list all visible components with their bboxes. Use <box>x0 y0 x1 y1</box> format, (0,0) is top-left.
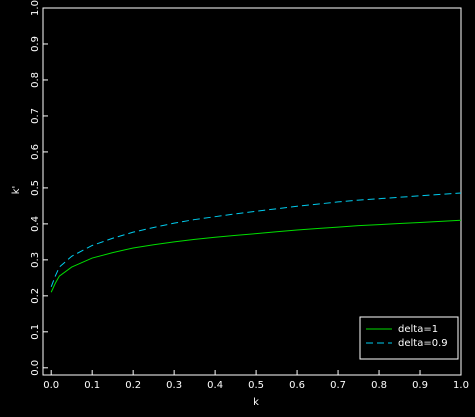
y-tick-label: 0.1 <box>30 324 41 340</box>
y-tick-label: 0.7 <box>30 108 41 124</box>
x-tick-label: 0.4 <box>207 380 223 391</box>
series-line <box>50 192 462 288</box>
x-tick-label: 0.2 <box>125 380 141 391</box>
y-tick-label: 0.2 <box>30 288 41 304</box>
plot-frame <box>42 7 462 376</box>
y-tick-label: 0.9 <box>30 36 41 52</box>
x-tick-label: 0.9 <box>412 380 428 391</box>
x-tick-label: 0.7 <box>330 380 346 391</box>
legend-label: delta=1 <box>398 324 438 335</box>
y-axis-label: k' <box>11 186 22 195</box>
x-tick-label: 0.1 <box>84 380 100 391</box>
x-axis-label: k <box>253 397 259 408</box>
x-tick-label: 0.6 <box>289 380 305 391</box>
series-line <box>50 219 462 293</box>
y-tick-label: 0.8 <box>30 72 41 88</box>
y-tick-label: 0.3 <box>30 252 41 268</box>
legend-label: delta=0.9 <box>398 338 448 349</box>
x-tick-label: 0.5 <box>248 380 264 391</box>
x-tick-label: 0.3 <box>166 380 182 391</box>
y-tick-label: 0.5 <box>30 180 41 196</box>
x-tick-label: 0.0 <box>43 380 59 391</box>
y-tick-label: 0.0 <box>30 360 41 376</box>
y-tick-label: 0.6 <box>30 144 41 160</box>
y-tick-label: 0.4 <box>30 216 41 232</box>
y-tick-label: 1.0 <box>30 0 41 16</box>
legend-box <box>359 316 459 360</box>
x-tick-label: 0.8 <box>371 380 387 391</box>
x-tick-label: 1.0 <box>453 380 469 391</box>
